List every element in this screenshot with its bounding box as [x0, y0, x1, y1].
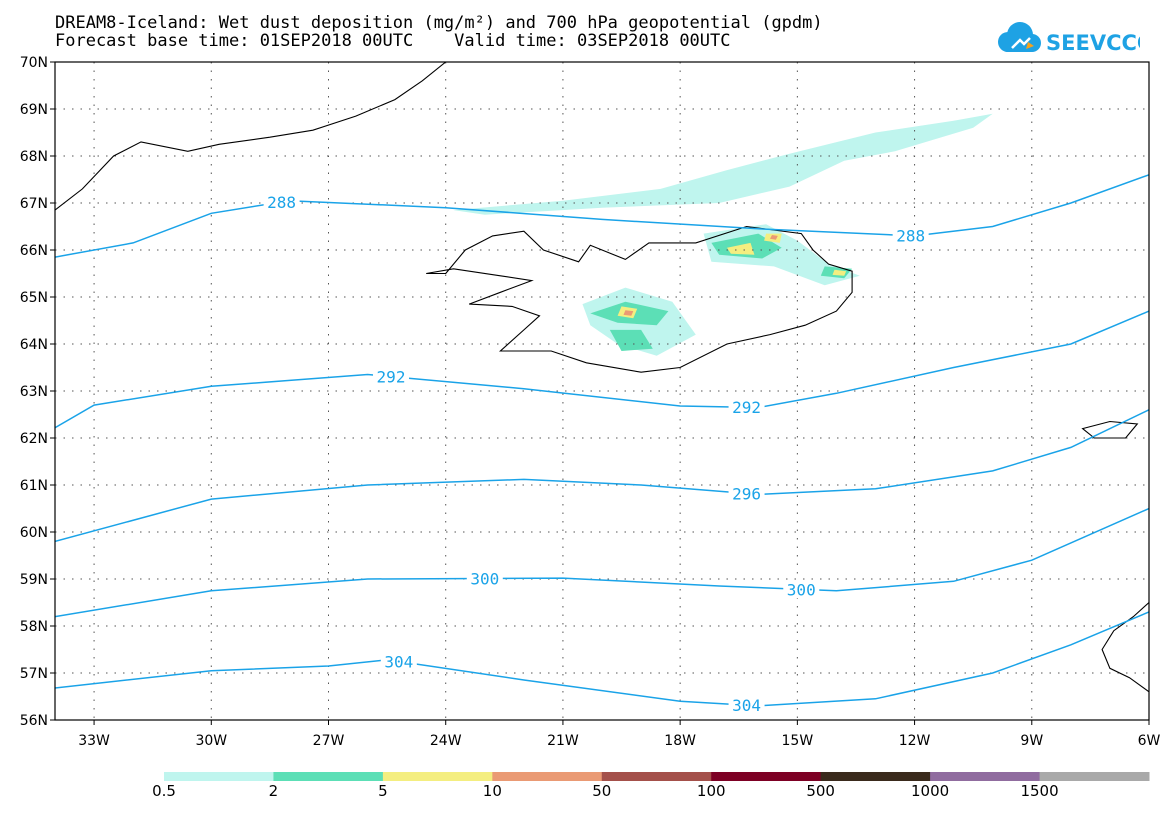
coastline-scotland — [1101, 602, 1149, 693]
dust-deposition-layer — [453, 113, 993, 356]
colorbar-swatch-10 — [492, 772, 603, 781]
contour-label-bg-300 — [783, 580, 820, 599]
contour-label-292: 292 — [377, 368, 406, 387]
y-tick-label-63N: 63N — [20, 384, 48, 400]
colorbar-label: 2 — [268, 782, 279, 800]
y-tick-label-68N: 68N — [20, 149, 48, 165]
contour-label-bg-288 — [263, 192, 300, 211]
colorbar-swatch-50 — [601, 772, 712, 781]
y-tick-label-60N: 60N — [20, 525, 48, 541]
contour-label-bg-304 — [728, 696, 765, 715]
contour-label-bg-292 — [373, 367, 410, 386]
colorbar-label: 5 — [378, 782, 388, 800]
contour-label-bg-304 — [380, 652, 417, 671]
x-tick-label-30W: 30W — [195, 733, 227, 749]
seevccc-logo: SEEVCCC — [998, 22, 1140, 55]
colorbar-label: 50 — [592, 782, 612, 800]
x-tick-label-27W: 27W — [313, 733, 345, 749]
y-tick-label-70N: 70N — [20, 55, 48, 71]
y-tick-label-69N: 69N — [20, 102, 48, 118]
contour-label-300: 300 — [470, 569, 499, 588]
colorbar-swatch-500 — [820, 772, 931, 781]
contour-line-300 — [55, 507, 1149, 618]
colorbar-label: 100 — [696, 782, 726, 800]
contour-line-292 — [55, 310, 1149, 429]
colorbar-swatch-0.5 — [164, 772, 274, 781]
x-tick-label-18W: 18W — [664, 733, 696, 749]
contour-label-bg-288 — [892, 226, 929, 245]
colorbar-swatch-1500 — [1039, 772, 1150, 781]
geopotential-contours: 288 288 292 292 296 300 300 304 304 — [55, 174, 1149, 715]
dust-patch-2 — [609, 329, 653, 351]
coastline-iceland — [426, 225, 853, 373]
y-tick-label-67N: 67N — [20, 196, 48, 212]
dust-patch-10 — [623, 310, 634, 316]
colorbar-label: 1000 — [911, 782, 950, 800]
colorbar-swatch-5 — [382, 772, 493, 781]
contour-label-bg-292 — [728, 398, 765, 417]
x-tick-label-33W: 33W — [78, 733, 110, 749]
y-tick-label-61N: 61N — [20, 478, 48, 494]
contour-label-bg-296 — [728, 484, 765, 503]
y-tick-label-64N: 64N — [20, 337, 48, 353]
dust-patch-10 — [770, 235, 778, 240]
contour-label-292: 292 — [732, 398, 761, 417]
coastline-greenland — [55, 62, 447, 211]
colorbar-label: 1500 — [1020, 782, 1059, 800]
y-tick-label-62N: 62N — [20, 431, 48, 447]
contour-line-288 — [55, 174, 1149, 258]
colorbar-label: 500 — [806, 782, 835, 800]
x-tick-label-6W: 6W — [1138, 733, 1161, 749]
contour-label-288: 288 — [896, 227, 925, 246]
x-tick-label-15W: 15W — [782, 733, 814, 749]
x-tick-label-9W: 9W — [1020, 733, 1043, 749]
contour-label-bg-300 — [466, 569, 503, 588]
cloud-icon — [998, 22, 1041, 52]
colorbar-label: 0.5 — [152, 782, 176, 800]
graticule — [55, 62, 1149, 720]
map-frame — [54, 61, 1150, 721]
y-tick-label-58N: 58N — [20, 619, 48, 635]
dust-patch-5 — [727, 242, 755, 255]
contour-label-296: 296 — [732, 484, 761, 503]
coastlines — [55, 62, 1149, 693]
logo-wordmark: SEEVCCC — [1046, 31, 1140, 55]
x-tick-label-24W: 24W — [430, 733, 462, 749]
contour-line-304 — [55, 611, 1149, 707]
contour-label-288: 288 — [267, 193, 296, 212]
map-title-line1: DREAM8-Iceland: Wet dust deposition (mg/… — [55, 13, 823, 33]
y-tick-label-66N: 66N — [20, 243, 48, 259]
colorbar-swatch-2 — [273, 772, 384, 781]
x-tick-label-21W: 21W — [547, 733, 579, 749]
coastline-faroe — [1081, 420, 1139, 439]
colorbar-swatch-1000 — [930, 772, 1041, 781]
map-title-line2: Forecast base time: 01SEP2018 00UTC Vali… — [55, 31, 731, 51]
y-tick-label-57N: 57N — [20, 666, 48, 682]
dust-patch-5 — [832, 269, 847, 276]
colorbar-label: 10 — [482, 782, 502, 800]
y-tick-label-59N: 59N — [20, 572, 48, 588]
axis-labels: 33W 30W 27W 24W 21W 18W 15W 12W 9W 6W 56N 57N 58N 59N… — [20, 55, 1161, 749]
y-tick-label-56N: 56N — [20, 713, 48, 729]
y-tick-label-65N: 65N — [20, 290, 48, 306]
colorbar — [164, 772, 1150, 781]
contour-label-300: 300 — [787, 580, 816, 599]
contour-line-296 — [55, 409, 1149, 543]
colorbar-swatch-100 — [711, 772, 822, 781]
dust-patch-0.5 — [453, 113, 993, 215]
contour-label-304: 304 — [384, 653, 413, 672]
contour-label-304: 304 — [732, 696, 761, 715]
x-tick-label-12W: 12W — [899, 733, 931, 749]
